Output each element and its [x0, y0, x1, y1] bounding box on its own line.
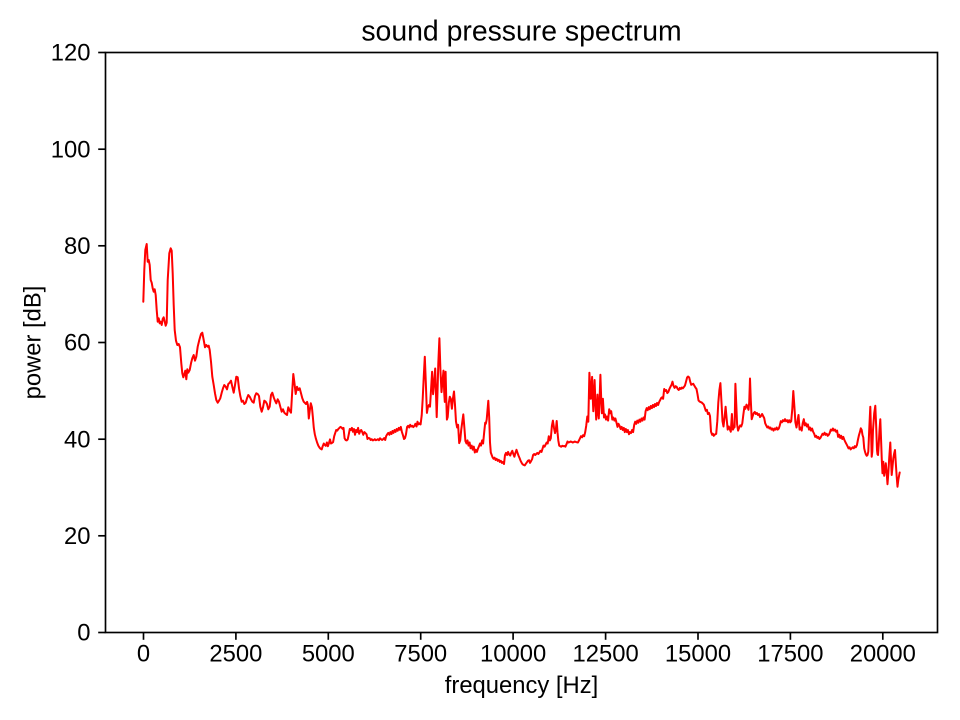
svg-text:40: 40 — [64, 426, 90, 453]
svg-text:20: 20 — [64, 523, 90, 550]
svg-text:5000: 5000 — [302, 641, 355, 668]
svg-text:7500: 7500 — [394, 641, 447, 668]
svg-text:2500: 2500 — [209, 641, 262, 668]
svg-text:frequency [Hz]: frequency [Hz] — [445, 672, 598, 699]
svg-text:10000: 10000 — [480, 641, 546, 668]
svg-text:0: 0 — [77, 620, 90, 647]
svg-text:sound pressure spectrum: sound pressure spectrum — [361, 16, 681, 48]
svg-text:12500: 12500 — [573, 641, 639, 668]
svg-text:0: 0 — [137, 641, 150, 668]
svg-text:80: 80 — [64, 233, 90, 260]
svg-text:power [dB]: power [dB] — [20, 286, 47, 400]
svg-text:60: 60 — [64, 330, 90, 357]
svg-text:100: 100 — [51, 136, 91, 163]
svg-text:15000: 15000 — [665, 641, 731, 668]
svg-text:20000: 20000 — [850, 641, 916, 668]
svg-text:120: 120 — [51, 40, 91, 67]
svg-text:17500: 17500 — [757, 641, 823, 668]
